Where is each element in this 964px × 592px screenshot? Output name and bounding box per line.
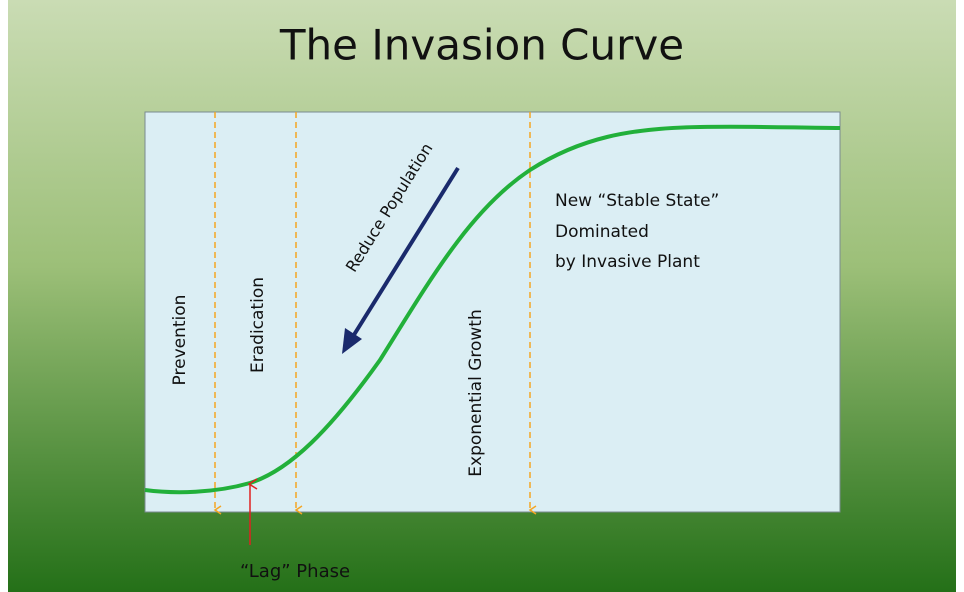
reduce-arrow: [350, 166, 460, 340]
lag-label: “Lag” Phase: [240, 561, 350, 582]
phase-label: Eradication: [248, 277, 268, 373]
phase-dividers: [213, 112, 537, 515]
phase-label: Exponential Growth: [466, 309, 486, 476]
stable-state-text: New “Stable State”: [555, 191, 719, 211]
title: The Invasion Curve: [279, 21, 684, 70]
plot-area: [144, 111, 841, 513]
reduce-arrowhead: [342, 328, 362, 354]
stable-state-text: by Invasive Plant: [555, 252, 700, 272]
phase-label: Prevention: [170, 295, 190, 386]
stable-state-text: Dominated: [555, 222, 649, 242]
